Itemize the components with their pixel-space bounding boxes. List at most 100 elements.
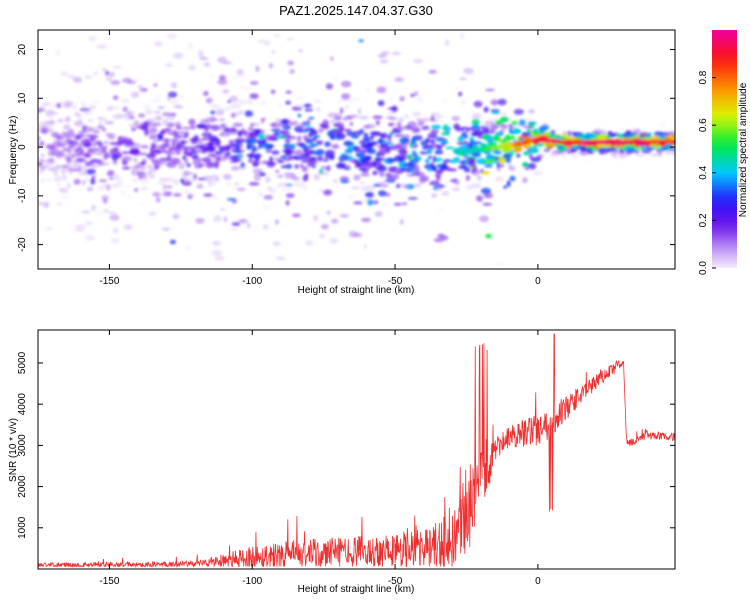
spectrogram-cell — [451, 115, 460, 122]
spectrogram-cell — [149, 99, 161, 103]
spectrogram-cell — [367, 148, 376, 155]
spectrogram-cell — [143, 120, 150, 128]
spectrogram-cell — [376, 86, 387, 94]
spectrogram-cell — [463, 67, 474, 75]
spectrogram-cell — [68, 139, 74, 146]
spectrogram-cell — [38, 136, 41, 141]
spectrogram-cell — [167, 91, 178, 98]
spectrogram-cell — [314, 220, 321, 223]
spectrogram-cell — [361, 217, 371, 223]
spectrogram-cell — [245, 100, 254, 105]
spectrogram-cell — [472, 113, 482, 120]
spectrogram-cell — [213, 161, 220, 169]
spectrogram-cell — [91, 175, 96, 180]
spectrogram-cell — [425, 150, 433, 154]
spectrogram-cell — [297, 135, 302, 142]
spectrogram-cell — [335, 163, 346, 169]
spectrogram-cell — [106, 184, 111, 191]
spectrogram-cell — [116, 151, 123, 159]
spectrogram-cell — [488, 141, 493, 147]
spectrogram-cell — [496, 167, 502, 172]
spectrogram-cell — [142, 174, 147, 179]
spectrogram-cell — [172, 52, 184, 59]
spectrogram-cell — [112, 160, 118, 165]
spectrogram-cell — [349, 121, 354, 127]
spectrogram-cell — [471, 118, 480, 126]
spectrogram-cell — [93, 72, 99, 75]
spectrogram-cell — [490, 123, 499, 131]
spectrogram-cell — [445, 146, 455, 150]
spectrogram-cell — [294, 164, 299, 169]
spectrogram-cell — [230, 127, 237, 132]
spectrogram-cell — [301, 165, 309, 172]
spectrogram-cell — [53, 175, 63, 182]
spectrogram-cell — [133, 158, 138, 162]
spectrogram-cell — [248, 144, 256, 149]
spectrogram-cell — [480, 168, 485, 173]
spectrogram-cell — [479, 215, 490, 223]
spectrogram-cell — [659, 121, 666, 128]
spectrogram-cell — [188, 43, 193, 49]
spectrogram-cell — [212, 194, 219, 201]
spectrogram-cell — [490, 109, 500, 112]
y-tick-label: 10 — [17, 92, 28, 104]
spectrogram-cell — [269, 156, 273, 162]
spectrogram-cell — [360, 157, 370, 163]
spectrogram-cell — [318, 233, 326, 239]
spectrogram-cell — [92, 100, 101, 104]
spectrogram-cell — [365, 87, 370, 94]
spectrogram-cell — [249, 80, 259, 86]
spectrogram-cell — [61, 195, 69, 201]
spectrogram-cell — [428, 69, 437, 74]
spectrogram-cell — [442, 162, 448, 169]
spectrogram-cell — [425, 158, 430, 164]
y-tick-label: -20 — [17, 237, 28, 252]
spectrogram-cell — [419, 177, 426, 184]
spectrogram-cell — [475, 195, 484, 202]
spectrogram-cell — [47, 150, 56, 157]
spectrogram-cell — [153, 83, 158, 87]
spectrogram-ridge-cell — [671, 139, 675, 144]
spectrogram-cell — [397, 148, 407, 154]
spectrogram-cell — [163, 184, 167, 191]
spectrogram-cell — [485, 88, 496, 92]
spectrogram-cell — [98, 179, 108, 183]
spectrogram-cell — [377, 100, 385, 107]
spectrogram-cell — [201, 137, 209, 141]
spectrogram-cell — [257, 192, 264, 197]
spectrogram-cell — [528, 153, 533, 159]
spectrogram-cell — [297, 113, 302, 118]
spectrogram-cell — [539, 128, 545, 135]
spectrogram-cell — [457, 140, 463, 146]
spectrogram-cell — [360, 145, 371, 148]
spectrogram-cell — [122, 155, 133, 162]
spectrogram-cell — [396, 143, 403, 149]
spectrogram-cell — [476, 174, 482, 181]
spectrogram-cell — [584, 160, 589, 165]
spectrogram-cell — [182, 180, 192, 187]
spectrogram-cell — [318, 171, 329, 176]
spectrogram-cell — [165, 127, 170, 134]
spectrogram-cell — [380, 51, 390, 55]
spectrogram-cell — [512, 128, 522, 134]
spectrogram-cell — [305, 145, 315, 149]
spectrogram-cell — [89, 106, 96, 110]
spectrogram-cell — [60, 71, 69, 76]
spectrogram-cell — [378, 190, 387, 197]
spectrogram-cell — [189, 124, 196, 129]
spectrogram-cell — [417, 121, 423, 127]
spectrogram-cell — [440, 142, 446, 147]
spectrogram-cell — [110, 238, 120, 244]
y-tick-label: 1000 — [17, 516, 28, 539]
spectrogram-cell — [572, 137, 577, 141]
spectrogram-cell — [113, 146, 119, 152]
spectrogram-cell — [313, 215, 318, 222]
spectrogram-cell — [195, 217, 205, 225]
snr-series-line — [38, 333, 675, 569]
spectrogram-cell — [173, 135, 182, 139]
spectrogram-cell — [72, 76, 83, 83]
spectrogram-cell — [334, 121, 345, 128]
spectrogram-cell — [273, 131, 281, 136]
spectrogram-cell — [183, 150, 194, 157]
spectrogram-cell — [242, 86, 253, 91]
